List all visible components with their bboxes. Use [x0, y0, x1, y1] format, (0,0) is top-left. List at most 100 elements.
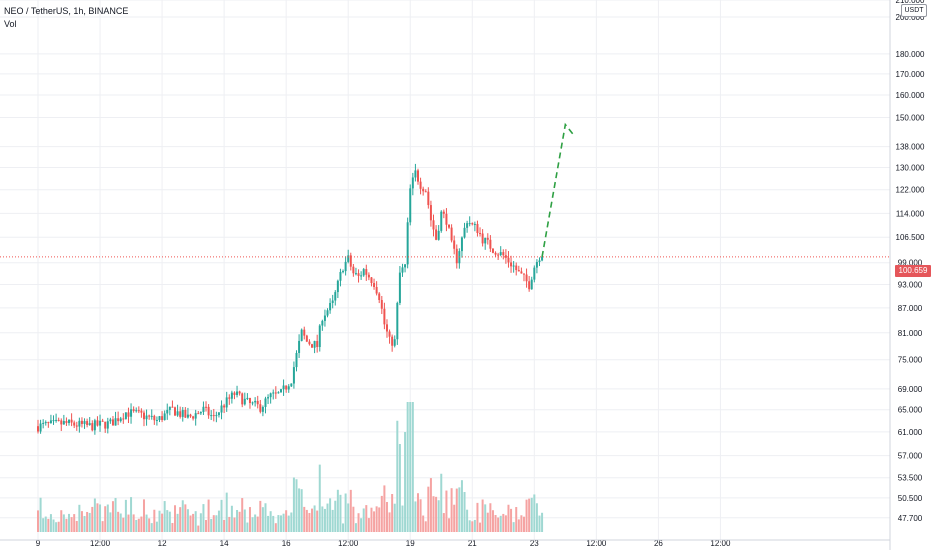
time-tick-label: 12:00	[90, 539, 111, 548]
volume-bar	[517, 519, 520, 532]
candle-body	[111, 419, 114, 426]
volume-bar	[530, 497, 533, 532]
candle-body	[161, 416, 164, 421]
candle-body	[406, 222, 409, 265]
candle-body	[365, 269, 368, 275]
candle-body	[354, 273, 357, 275]
candle-body	[282, 385, 285, 390]
volume-bar	[344, 493, 347, 532]
volume-bar	[342, 523, 345, 532]
volume-bar	[233, 517, 236, 532]
candle-body	[313, 341, 316, 348]
volume-bar	[308, 512, 311, 532]
volume-bar	[114, 497, 117, 532]
candle-body	[422, 188, 425, 192]
candle-body	[199, 411, 202, 414]
candle-body	[287, 386, 290, 390]
candle-body	[220, 405, 223, 413]
candle-body	[37, 426, 39, 432]
time-tick-label: 26	[654, 539, 663, 548]
candle-body	[336, 280, 339, 293]
time-tick-label: 14	[220, 539, 229, 548]
volume-bar	[311, 508, 314, 532]
volume-bar	[435, 496, 438, 532]
candle-body	[448, 224, 451, 228]
candle-body	[279, 389, 282, 393]
candle-body	[233, 392, 236, 396]
volume-bar	[109, 512, 112, 532]
price-tick-label: 81.000	[898, 329, 923, 338]
candle-body	[541, 256, 544, 261]
candle-body	[117, 418, 120, 422]
volume-bar	[448, 518, 451, 532]
volume-bar	[254, 514, 257, 532]
price-tick-label: 75.000	[898, 356, 923, 365]
volume-bar	[331, 509, 334, 532]
volume-bar	[391, 494, 394, 532]
symbol-title[interactable]: NEO / TetherUS, 1h, BINANCE	[4, 6, 129, 16]
candle-body	[44, 422, 47, 424]
candle-body	[142, 412, 145, 420]
candle-body	[378, 293, 381, 300]
currency-button[interactable]: USDT	[901, 4, 927, 17]
volume-bar	[246, 522, 249, 532]
volume-bar	[365, 505, 368, 532]
volume-bar	[378, 507, 381, 532]
candle-body	[243, 398, 246, 405]
candle-body	[497, 254, 500, 256]
volume-bar	[471, 521, 474, 532]
candle-body	[68, 419, 71, 424]
candle-body	[122, 418, 125, 420]
candle-body	[248, 397, 251, 404]
candle-body	[130, 409, 133, 417]
volume-bar	[215, 515, 218, 532]
candle-body	[349, 255, 352, 267]
candle-body	[517, 270, 520, 272]
price-tick-label: 210.000	[896, 0, 925, 5]
volume-bar	[256, 516, 259, 532]
candle-body	[267, 397, 270, 399]
candle-body	[466, 223, 469, 228]
candle-body	[455, 248, 458, 264]
volume-bar	[145, 514, 148, 532]
candle-body	[476, 223, 479, 234]
volume-bar	[398, 444, 401, 532]
candle-body	[525, 274, 528, 282]
candle-body	[486, 237, 489, 240]
volume-bar	[163, 501, 166, 532]
volume-bar	[489, 503, 492, 532]
volume-bar	[57, 521, 60, 532]
volume-bar	[541, 512, 544, 532]
candle-body	[259, 404, 262, 412]
candle-body	[197, 413, 200, 415]
volume-bar	[285, 510, 288, 532]
volume-bar	[445, 490, 448, 532]
candle-body	[277, 392, 280, 394]
volume-indicator-label[interactable]: Vol	[4, 19, 17, 29]
volume-bar	[194, 511, 197, 532]
candle-body	[207, 406, 210, 416]
candle-body	[236, 391, 239, 396]
candle-body	[212, 415, 215, 417]
candle-body	[398, 272, 401, 303]
volume-bar	[354, 523, 357, 532]
volume-bar	[473, 519, 476, 532]
candle-body	[106, 421, 109, 429]
volume-bar	[148, 518, 151, 532]
volume-bar	[150, 523, 153, 532]
candle-body	[124, 412, 127, 419]
candle-body	[186, 414, 189, 418]
candle-body	[460, 237, 463, 252]
volume-bar	[468, 520, 471, 532]
candle-body	[290, 383, 293, 387]
volume-bar	[406, 402, 409, 532]
candle-body	[52, 420, 55, 422]
candle-body	[409, 188, 412, 223]
candle-body	[507, 257, 510, 263]
candle-body	[166, 409, 169, 414]
candle-body	[230, 392, 233, 399]
volume-bar	[179, 507, 182, 532]
candle-body	[305, 335, 308, 342]
